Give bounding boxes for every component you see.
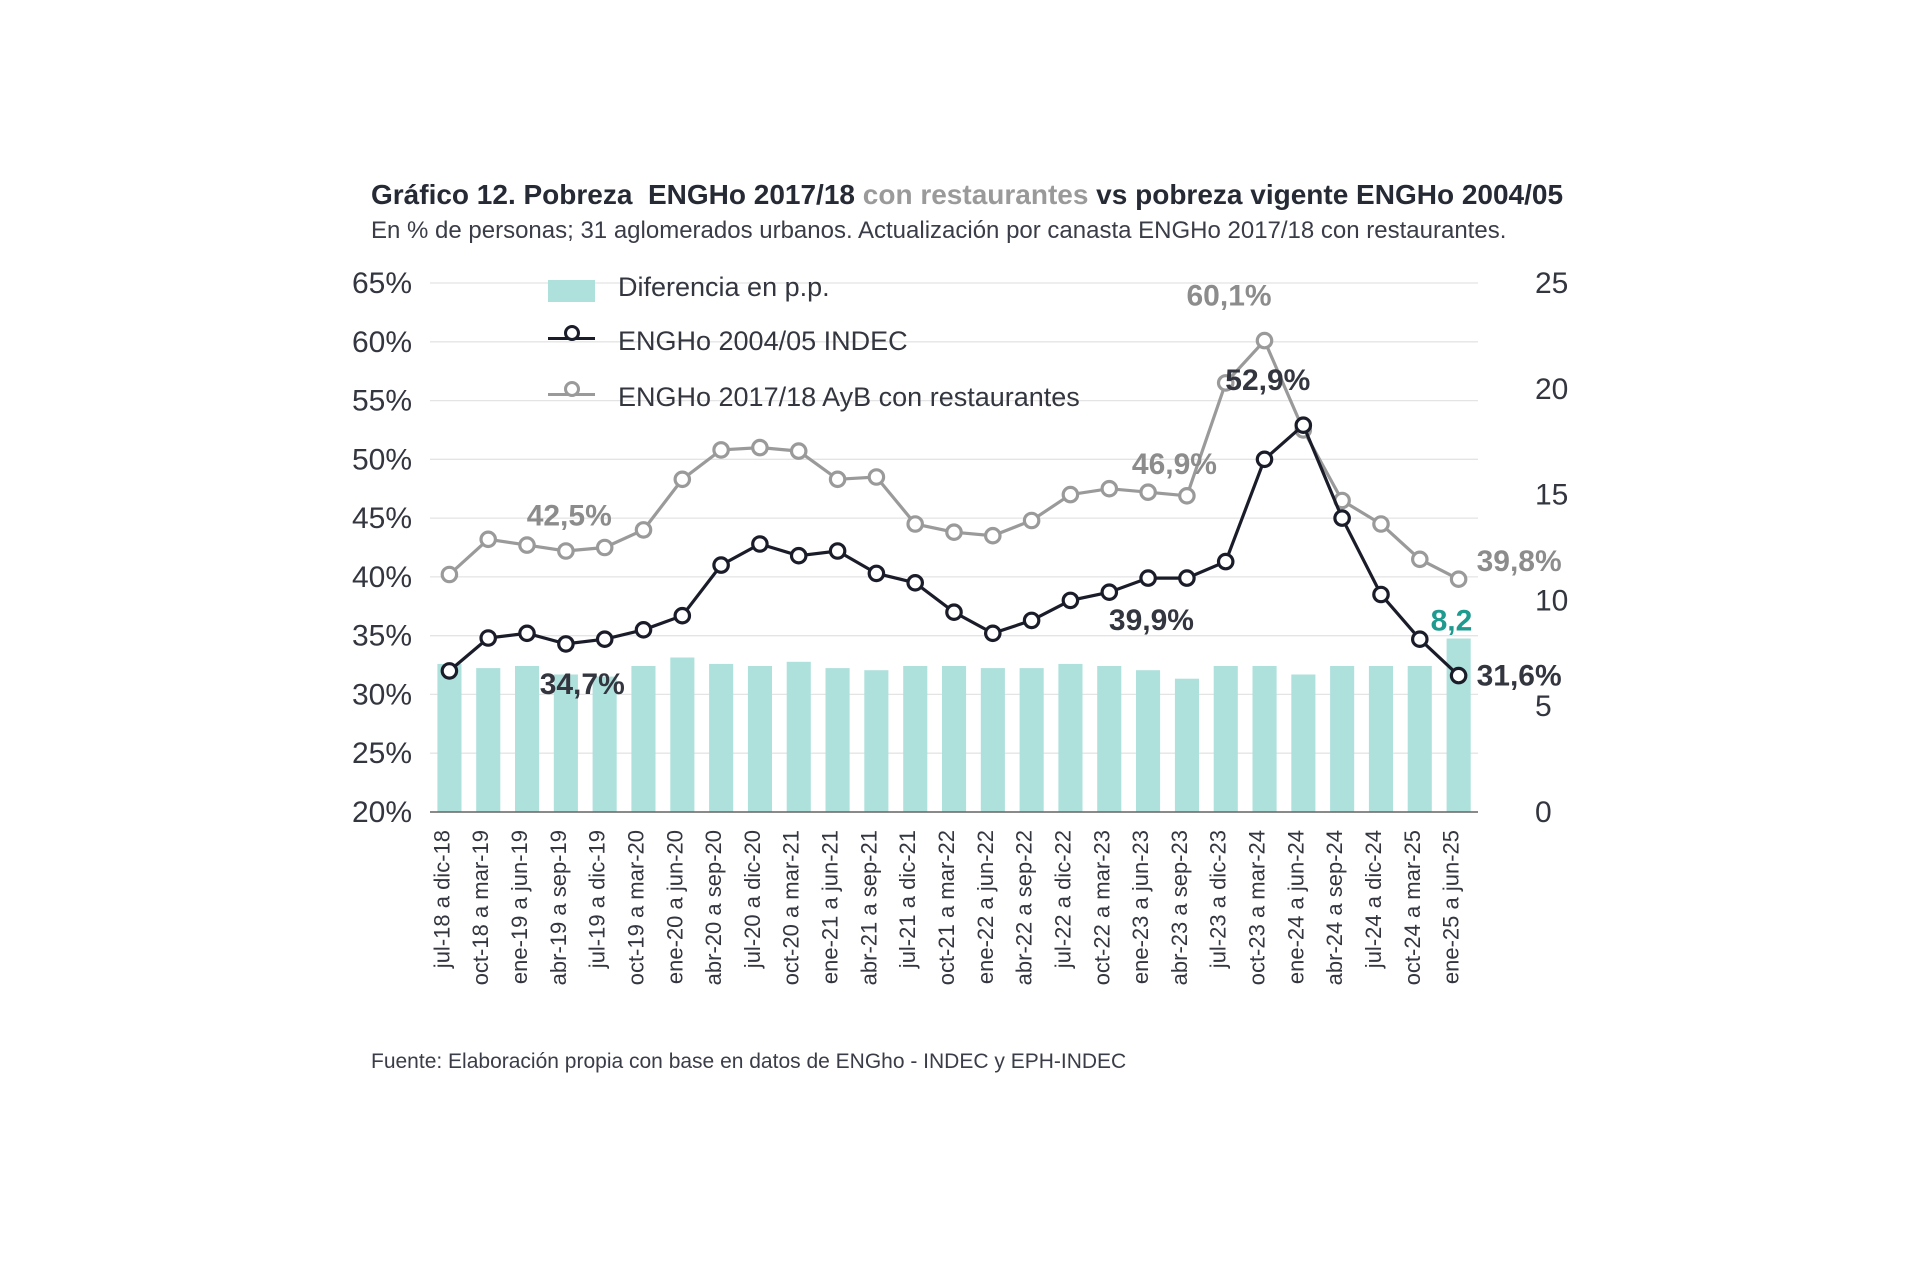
svg-text:oct-24 a mar-25: oct-24 a mar-25 [1400, 830, 1425, 985]
svg-text:40%: 40% [352, 561, 412, 594]
svg-text:5: 5 [1535, 690, 1552, 723]
svg-text:oct-21 a mar-22: oct-21 a mar-22 [934, 830, 959, 985]
svg-text:55%: 55% [352, 385, 412, 418]
svg-text:46,9%: 46,9% [1132, 448, 1217, 481]
svg-text:60%: 60% [352, 326, 412, 359]
svg-text:50%: 50% [352, 443, 412, 476]
svg-text:jul-20 a dic-20: jul-20 a dic-20 [740, 830, 765, 969]
svg-text:45%: 45% [352, 502, 412, 535]
svg-text:ene-20 a jun-20: ene-20 a jun-20 [662, 830, 687, 984]
svg-text:oct-23 a mar-24: oct-23 a mar-24 [1245, 830, 1270, 985]
svg-text:20: 20 [1535, 373, 1568, 406]
svg-text:35%: 35% [352, 620, 412, 653]
svg-text:jul-21 a dic-21: jul-21 a dic-21 [895, 830, 920, 969]
svg-text:0: 0 [1535, 796, 1552, 829]
svg-text:52,9%: 52,9% [1225, 364, 1310, 397]
svg-text:31,6%: 31,6% [1477, 660, 1562, 693]
svg-text:abr-20 a sep-20: abr-20 a sep-20 [701, 830, 726, 985]
svg-text:oct-19 a mar-20: oct-19 a mar-20 [624, 830, 649, 985]
svg-text:10: 10 [1535, 584, 1568, 617]
svg-text:25: 25 [1535, 267, 1568, 300]
svg-text:jul-22 a dic-22: jul-22 a dic-22 [1050, 830, 1075, 969]
svg-text:jul-23 a dic-23: jul-23 a dic-23 [1206, 830, 1231, 969]
svg-text:20%: 20% [352, 796, 412, 829]
svg-text:abr-23 a sep-23: abr-23 a sep-23 [1167, 830, 1192, 985]
svg-text:34,7%: 34,7% [540, 668, 625, 701]
svg-text:8,2: 8,2 [1431, 605, 1473, 638]
svg-text:jul-18 a dic-18: jul-18 a dic-18 [429, 830, 454, 969]
svg-text:oct-20 a mar-21: oct-20 a mar-21 [779, 830, 804, 985]
svg-text:abr-19 a sep-19: abr-19 a sep-19 [546, 830, 571, 985]
svg-text:ene-25 a jun-25: ene-25 a jun-25 [1439, 830, 1464, 984]
svg-text:39,8%: 39,8% [1477, 545, 1562, 578]
svg-text:jul-24 a dic-24: jul-24 a dic-24 [1361, 830, 1386, 969]
svg-text:15: 15 [1535, 479, 1568, 512]
svg-text:65%: 65% [352, 267, 412, 300]
svg-text:42,5%: 42,5% [527, 500, 612, 533]
svg-text:ene-22 a jun-22: ene-22 a jun-22 [973, 830, 998, 984]
svg-text:39,9%: 39,9% [1109, 604, 1194, 637]
svg-text:oct-22 a mar-23: oct-22 a mar-23 [1089, 830, 1114, 985]
svg-text:ene-21 a jun-21: ene-21 a jun-21 [818, 830, 843, 984]
svg-text:ene-24 a jun-24: ene-24 a jun-24 [1283, 830, 1308, 984]
svg-text:abr-21 a sep-21: abr-21 a sep-21 [856, 830, 881, 985]
svg-text:30%: 30% [352, 678, 412, 711]
svg-text:oct-18 a mar-19: oct-18 a mar-19 [468, 830, 493, 985]
svg-text:ene-19 a jun-19: ene-19 a jun-19 [507, 830, 532, 984]
svg-text:ene-23 a jun-23: ene-23 a jun-23 [1128, 830, 1153, 984]
svg-text:60,1%: 60,1% [1187, 280, 1272, 313]
svg-text:25%: 25% [352, 737, 412, 770]
svg-text:abr-22 a sep-22: abr-22 a sep-22 [1012, 830, 1037, 985]
svg-text:abr-24 a sep-24: abr-24 a sep-24 [1322, 830, 1347, 985]
svg-text:jul-19 a dic-19: jul-19 a dic-19 [585, 830, 610, 969]
